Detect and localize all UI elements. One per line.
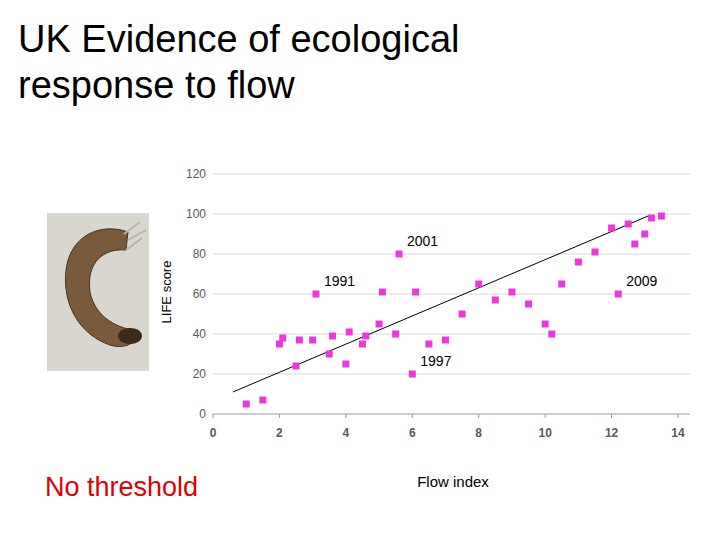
point [376, 321, 383, 328]
y-tick-label: 120 [186, 167, 206, 181]
y-tick-label: 40 [193, 327, 207, 341]
x-tick [279, 414, 280, 418]
y-axis-label: LIFE score [159, 261, 174, 324]
x-tick-label: 14 [671, 426, 685, 440]
grid-line [213, 254, 690, 255]
point [425, 341, 432, 348]
x-tick-label: 4 [343, 426, 350, 440]
point-label: 2009 [626, 273, 657, 289]
x-tick-label: 6 [409, 426, 416, 440]
point [396, 251, 403, 258]
annotation: No threshold [45, 472, 198, 502]
point [312, 291, 319, 298]
point-label: 1991 [324, 273, 355, 289]
point-label: 1997 [420, 353, 451, 369]
grid-line [213, 214, 690, 215]
x-tick-label: 10 [538, 426, 552, 440]
point [309, 337, 316, 344]
point [296, 337, 303, 344]
grid-line [213, 334, 690, 335]
x-tick-label: 12 [605, 426, 619, 440]
point [615, 291, 622, 298]
point [591, 249, 598, 256]
y-tick-label: 60 [193, 287, 207, 301]
point [243, 401, 250, 408]
x-axis-label: Flow index [417, 473, 489, 490]
point [392, 331, 399, 338]
point [625, 221, 632, 228]
point [492, 297, 499, 304]
x-tick [412, 414, 413, 418]
title: UK Evidence of ecologicalresponse to flo… [18, 18, 459, 106]
larva-photo [47, 213, 149, 371]
point [412, 289, 419, 296]
point [442, 337, 449, 344]
grid-line [213, 374, 690, 375]
point [658, 213, 665, 220]
y-tick-label: 0 [199, 407, 206, 421]
y-tick-label: 100 [186, 207, 206, 221]
point [525, 301, 532, 308]
point [542, 321, 549, 328]
point [362, 333, 369, 340]
point [342, 361, 349, 368]
point [409, 371, 416, 378]
point [575, 259, 582, 266]
chart: UK Evidence of ecologicalresponse to flo… [0, 0, 720, 540]
point [631, 241, 638, 248]
point [346, 329, 353, 336]
x-tick-label: 2 [276, 426, 283, 440]
plot-data [233, 213, 665, 408]
x-tick [478, 414, 479, 418]
point [548, 331, 555, 338]
point [259, 397, 266, 404]
grid-line [213, 174, 690, 175]
x-tick [545, 414, 546, 418]
point [379, 289, 386, 296]
x-tick-label: 8 [475, 426, 482, 440]
point [279, 335, 286, 342]
y-tick-label: 20 [193, 367, 207, 381]
point [475, 281, 482, 288]
point [329, 333, 336, 340]
point [648, 215, 655, 222]
trend-line [233, 216, 648, 392]
x-tick-label: 0 [210, 426, 217, 440]
point [558, 281, 565, 288]
point [326, 351, 333, 358]
grid [213, 174, 690, 414]
x-tick [213, 414, 214, 418]
point [508, 289, 515, 296]
grid-line [213, 414, 690, 415]
x-tick [678, 414, 679, 418]
page: UK Evidence of ecologicalresponse to flo… [0, 0, 720, 540]
point [641, 231, 648, 238]
x-tick [611, 414, 612, 418]
point [293, 363, 300, 370]
point [276, 341, 283, 348]
x-tick [345, 414, 346, 418]
point [459, 311, 466, 318]
point [608, 225, 615, 232]
y-tick-label: 80 [193, 247, 207, 261]
point [359, 341, 366, 348]
point-label: 2001 [407, 233, 438, 249]
